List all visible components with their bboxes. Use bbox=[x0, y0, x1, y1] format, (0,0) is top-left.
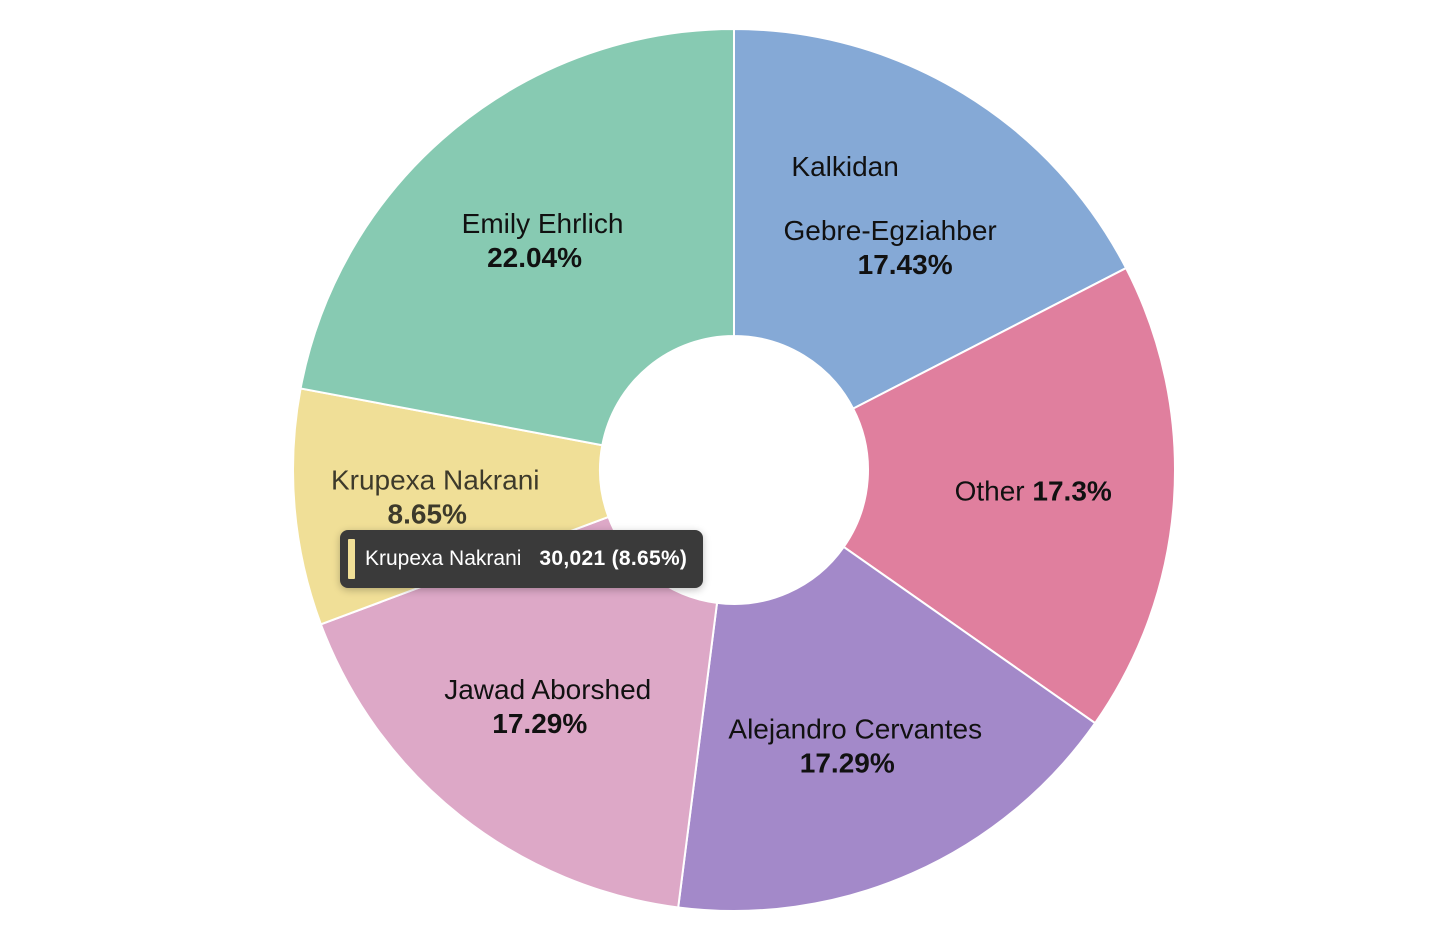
slice-other[interactable] bbox=[842, 266, 1176, 725]
slice-label-krupexa-nakrani-line-1: Krupexa Nakrani bbox=[331, 465, 540, 496]
slice-percent-jawad-aborshed: 17.29% bbox=[492, 708, 587, 739]
slice-percent-alejandro-cervantes: 17.29% bbox=[800, 747, 895, 778]
slice-label-kalkidan-gebre-egziahber-line-1: Kalkidan bbox=[791, 151, 898, 182]
slice-label-kalkidan-gebre-egziahber-line-2: Gebre-Egziahber bbox=[784, 215, 997, 246]
tooltip-color-swatch bbox=[348, 539, 355, 579]
slice-label-alejandro-cervantes-line-1: Alejandro Cervantes bbox=[728, 713, 982, 744]
tooltip-value: 30,021 (8.65%) bbox=[539, 547, 688, 570]
slice-kalkidan-gebre-egziahber[interactable] bbox=[733, 27, 1128, 410]
slice-percent-emily-ehrlich: 22.04% bbox=[487, 242, 582, 273]
slice-emily-ehrlich[interactable] bbox=[299, 27, 735, 447]
tooltip-name: Krupexa Nakrani bbox=[365, 547, 522, 570]
slices-group bbox=[292, 27, 1176, 912]
slice-label-jawad-aborshed-line-1: Jawad Aborshed bbox=[444, 674, 651, 705]
slice-alejandro-cervantes[interactable] bbox=[677, 545, 1097, 912]
slice-label-emily-ehrlich-line-1: Emily Ehrlich bbox=[462, 208, 624, 239]
slice-label-other: Other 17.3% bbox=[955, 475, 1112, 506]
chart-tooltip: Krupexa Nakrani 30,021 (8.65%) bbox=[340, 530, 704, 588]
slice-percent-krupexa-nakrani: 8.65% bbox=[388, 499, 467, 530]
slice-percent-kalkidan-gebre-egziahber: 17.43% bbox=[858, 249, 953, 280]
